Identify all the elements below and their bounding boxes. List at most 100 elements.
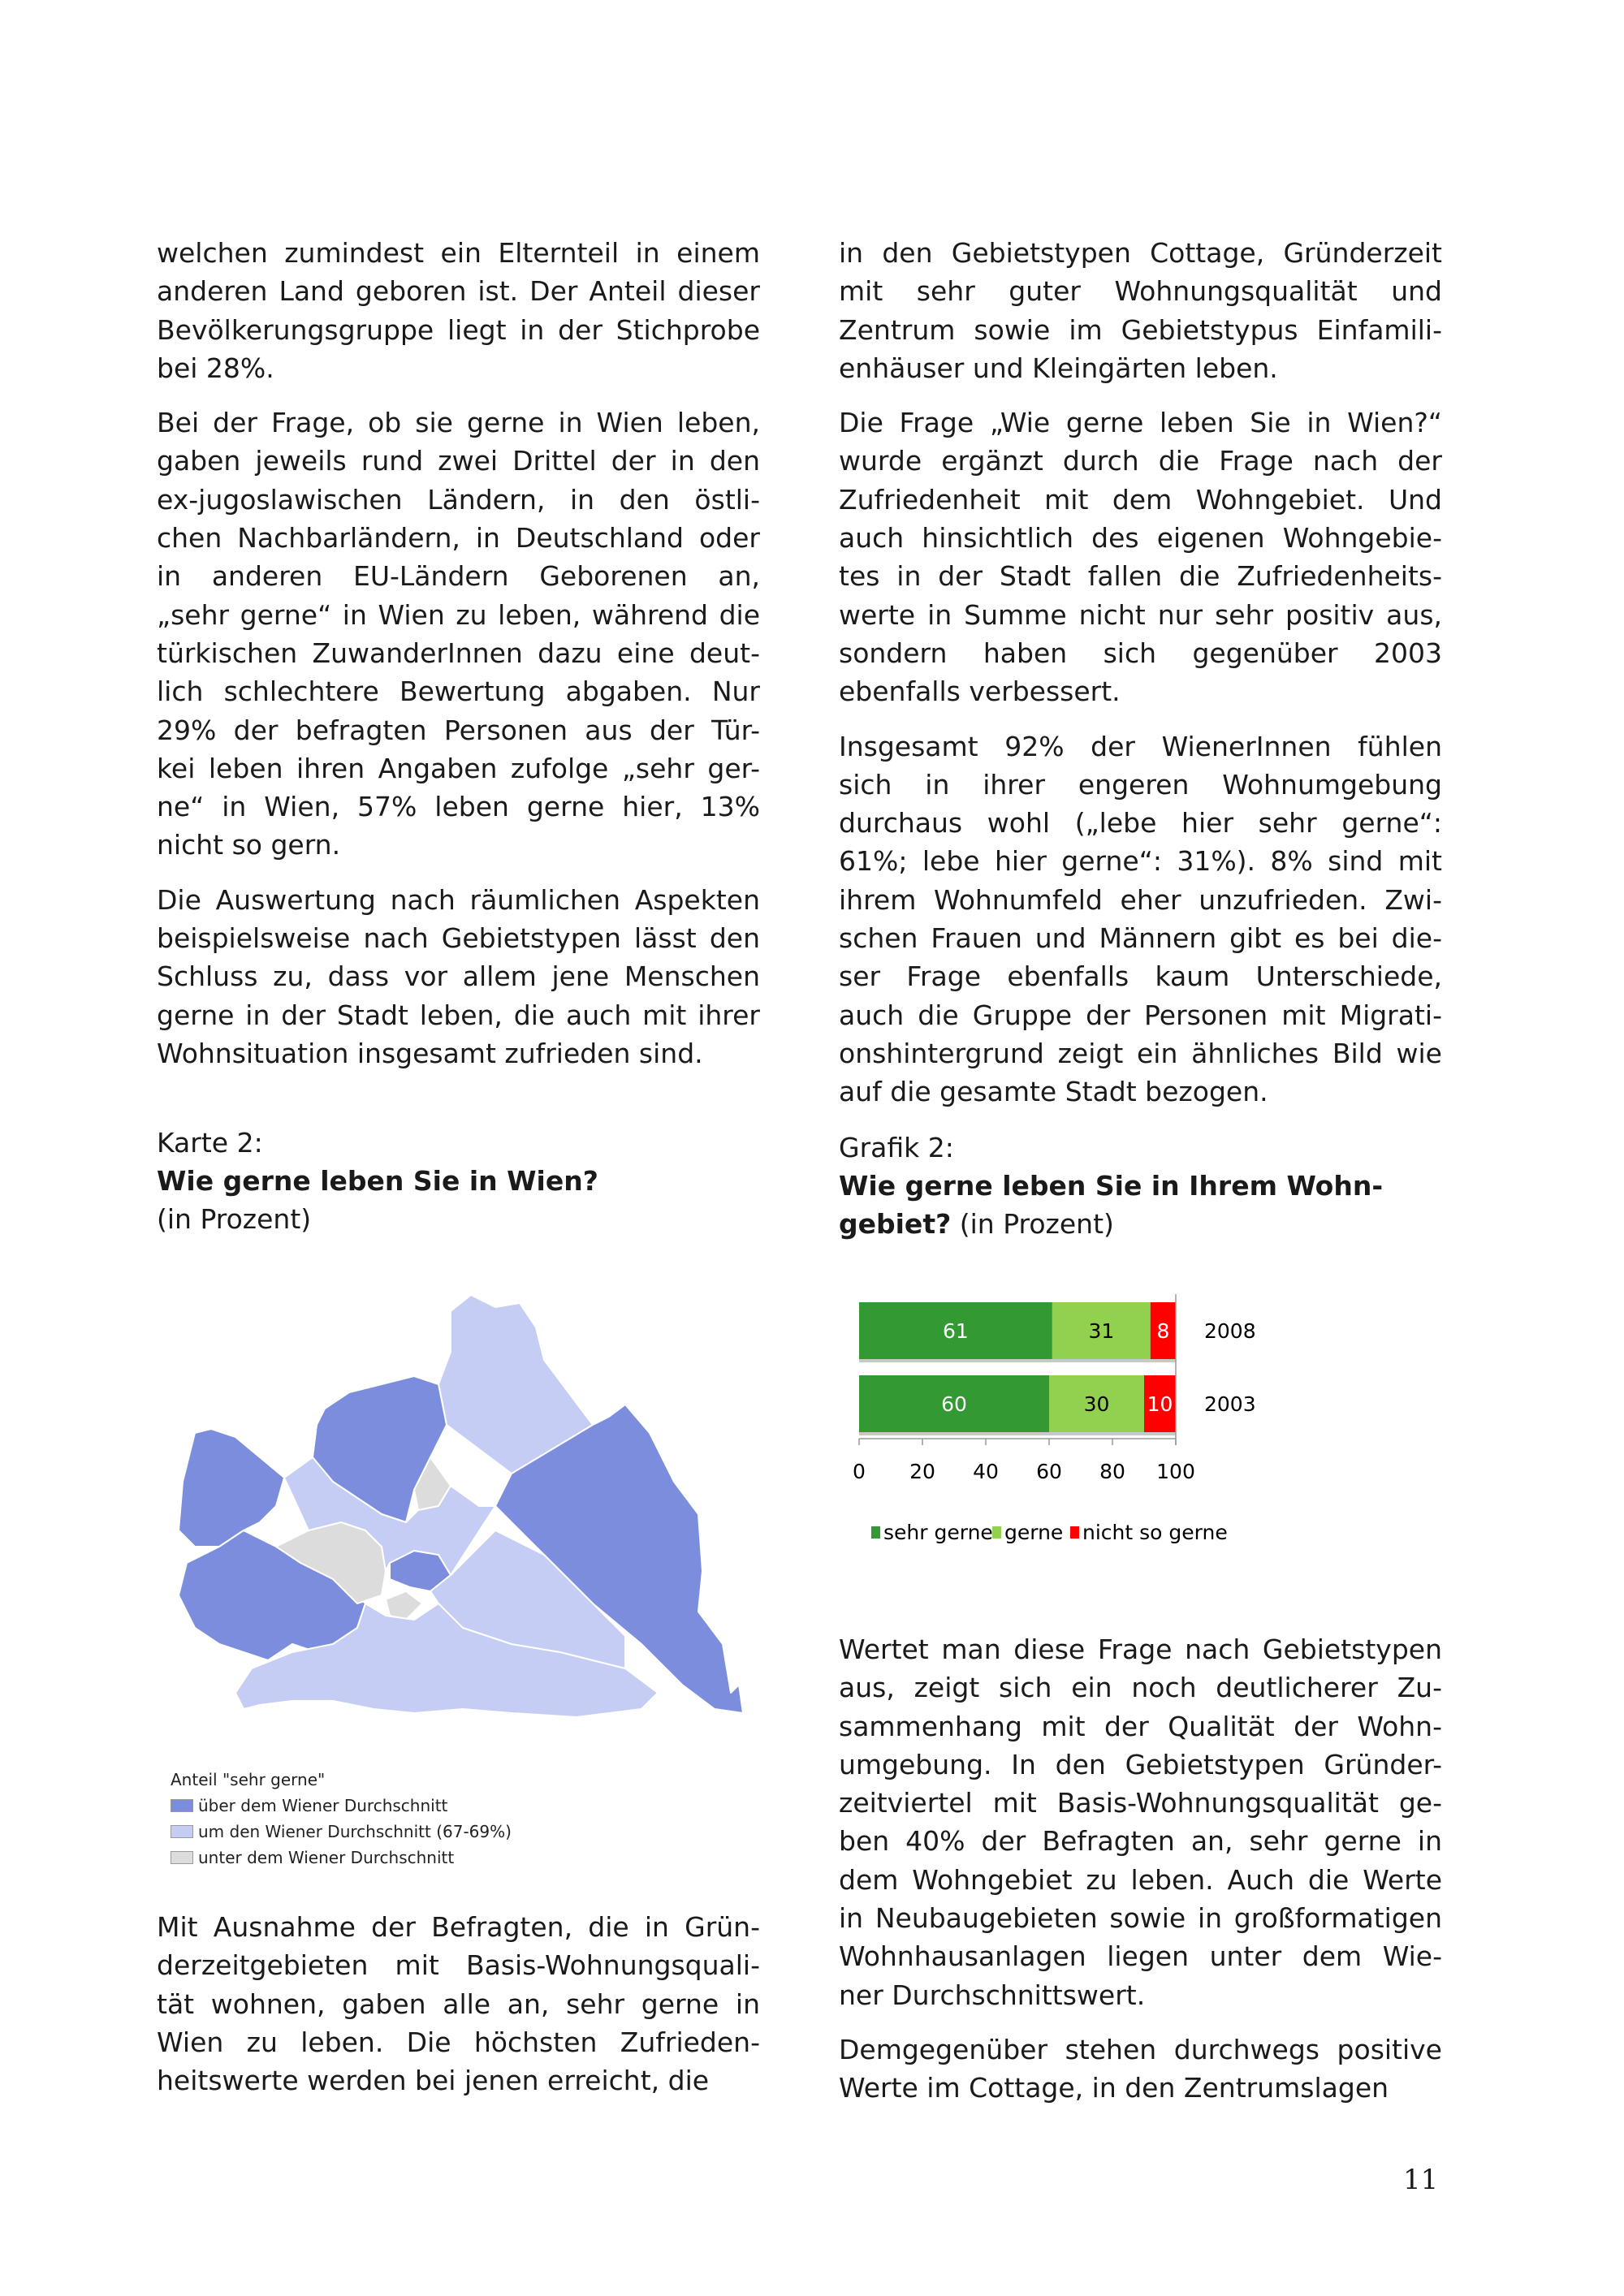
paragraph: Wertet man diese Frage nach Gebietstypen… [839,1630,1442,2014]
text-line: Bei der Frage, ob sie gerne in Wien lebe… [157,407,760,439]
text-line: sich in ihrer engeren Wohnumgebung [839,768,1442,801]
text-line: in den Gebietstypen Cottage, Gründerzeit [839,237,1442,269]
text-line: onshintergrund zeigt ein ähnliches Bild … [839,1037,1442,1069]
text-line: Bevölkerungsgruppe liegt in der Stichpro… [157,313,760,346]
bar-segment [1049,1375,1144,1432]
text-line: Wertet man diese Frage nach Gebietstypen [839,1634,1442,1665]
right-column-text-continued: Wertet man diese Frage nach Gebietstypen… [839,1630,1442,2124]
text-line: Demgegenüber stehen durchwegs positive [839,2033,1442,2065]
text-line: Wohnhausanlagen liegen unter dem Wie- [839,1940,1442,1973]
vienna-district-map [178,1294,744,1718]
category-label: 2008 [1204,1319,1256,1343]
text-line: auf die gesamte Stadt bezogen. [839,1076,1268,1108]
chart-label: Grafik 2: [839,1132,954,1163]
text-line: Insgesamt 92% der WienerInnen fühlen [839,730,1442,762]
text-line: bei 28%. [157,352,274,384]
map-legend: Anteil "sehr gerne" über dem Wiener Durc… [171,1767,512,1871]
map-title: Wie gerne leben Sie in Wien? [157,1165,598,1197]
bar-segment [859,1302,1052,1359]
data-label: 61 [943,1319,969,1343]
text-line: beispielsweise nach Gebietstypen lässt d… [157,922,760,955]
text-line: Wohnsituation insgesamt zufrieden sind. [157,1037,703,1069]
x-tick-label: 80 [1099,1460,1125,1483]
text-line: ben 40% der Befragten an, sehr gerne in [839,1825,1442,1858]
left-column-text: welchen zumindest ein Elternteil in eine… [157,234,760,1089]
map-legend-title: Anteil "sehr gerne" [171,1770,326,1789]
page-number: 11 [1403,2164,1439,2196]
text-line: heitswerte werden bei jenen erreicht, di… [157,2065,710,2097]
paragraph: Die Auswertung nach räumlichen Aspekten b… [157,881,760,1072]
data-label: 10 [1147,1392,1173,1416]
paragraph: Mit Ausnahme der Befragten, die in Grün-… [157,1908,760,2100]
legend-label: unter dem Wiener Durchschnitt [198,1848,455,1867]
text-line: Mit Ausnahme der Befragten, die in Grün- [157,1911,760,1943]
bar-segment [859,1375,1049,1432]
paragraph: Bei der Frage, ob sie gerne in Wien lebe… [157,404,760,865]
paragraph: welchen zumindest ein Elternteil in eine… [157,234,760,387]
paragraph: in den Gebietstypen Cottage, Gründerzeit… [839,234,1442,387]
legend-swatch [171,1799,193,1812]
map-label: Karte 2: [157,1127,263,1159]
x-tick-label: 40 [973,1460,999,1483]
text-line: wurde ergänzt durch die Frage nach der [839,445,1442,477]
text-line: ihrem Wohnumfeld eher unzufrieden. Zwi- [839,883,1442,916]
text-line: sondern haben sich gegenüber 2003 [839,637,1442,669]
legend-label: um den Wiener Durchschnitt (67-69%) [198,1822,512,1841]
chart-caption: Grafik 2: Wie gerne leben Sie in Ihrem W… [839,1129,1383,1243]
text-line: „sehr gerne“ in Wien zu leben, während d… [157,598,760,631]
legend-label: sehr gerne [883,1521,993,1544]
text-line: sammenhang mit der Qualität der Wohn- [839,1710,1442,1742]
text-line: 29% der befragten Personen aus der Tür- [157,714,760,746]
data-label: 8 [1156,1319,1169,1343]
text-line: ebenfalls verbessert. [839,675,1121,708]
text-line: Zentrum sowie im Gebietstypus Einfamili- [839,313,1442,346]
text-line: tät wohnen, gaben alle an, sehr gerne in [157,1987,760,2020]
data-label: 31 [1088,1319,1114,1343]
stacked-bar-chart: 61 31 8 2008 60 30 10 2003 0 20 40 60 80 100 sehr gern… [853,1294,1256,1544]
x-tick-label: 0 [853,1460,866,1483]
district-southeast [430,1530,626,1669]
text-line: gaben jeweils rund zwei Drittel der in d… [157,445,760,477]
text-line: aus, zeigt sich ein noch deutlicherer Zu… [839,1672,1442,1704]
text-line: Zufriedenheit mit dem Wohngebiet. Und [839,483,1442,516]
legend-swatch [871,1526,880,1539]
category-label: 2003 [1204,1392,1256,1416]
legend-label: über dem Wiener Durchschnitt [198,1796,448,1815]
left-column-text-continued: Mit Ausnahme der Befragten, die in Grün-… [157,1908,760,2116]
text-line: dem Wohngebiet zu leben. Auch die Werte [839,1863,1442,1896]
x-tick-label: 100 [1156,1460,1195,1483]
map-legend-item: um den Wiener Durchschnitt (67-69%) [171,1819,512,1845]
text-line: Die Auswertung nach räumlichen Aspekten [157,883,760,916]
text-line: ser Frage ebenfalls kaum Unterschiede, [839,960,1442,993]
chart-unit: (in Prozent) [959,1208,1114,1240]
bar-segment [1144,1375,1176,1432]
text-line: anderen Land geboren ist. Der Anteil die… [157,275,760,308]
text-line: derzeitgebieten mit Basis-Wohnungsquali- [157,1949,760,1982]
district-west-upper [178,1428,285,1547]
map-legend-item: über dem Wiener Durchschnitt [171,1793,512,1819]
text-line: tes in der Stadt fallen die Zufriedenhei… [839,560,1442,593]
legend-swatch [1070,1526,1079,1539]
map-unit: (in Prozent) [157,1203,312,1235]
text-line: 61%; lebe hier gerne“: 31%). 8% sind mit [839,845,1442,878]
text-line: welchen zumindest ein Elternteil in eine… [157,237,760,269]
text-line: ne“ in Wien, 57% leben gerne hier, 13% [157,791,760,823]
paragraph: Insgesamt 92% der WienerInnen fühlen sich… [839,727,1442,1111]
district-east [495,1404,744,1714]
text-line: kei leben ihren Angaben zufolge „sehr ge… [157,752,760,784]
map-legend-item: unter dem Wiener Durchschnitt [171,1845,512,1871]
text-line: schen Frauen und Männern gibt es bei die… [839,922,1442,955]
text-line: zeitviertel mit Basis-Wohnungsqualität g… [839,1787,1442,1819]
text-line: chen Nachbarländern, in Deutschland oder [157,522,760,555]
legend-swatch [992,1526,1001,1539]
text-line: Werte im Cottage, in den Zentrumslagen [839,2072,1389,2104]
text-line: auch die Gruppe der Personen mit Migrati… [839,999,1442,1031]
text-line: in anderen EU-Ländern Geborenen an, [157,560,760,593]
text-line: Die Frage „Wie gerne leben Sie in Wien?“ [839,407,1442,439]
right-column-text: in den Gebietstypen Cottage, Gründerzeit… [839,234,1442,1128]
text-line: werte in Summe nicht nur sehr positiv au… [839,598,1442,631]
map-caption: Karte 2: Wie gerne leben Sie in Wien? (i… [157,1124,598,1238]
x-tick-label: 20 [909,1460,935,1483]
text-line: Wien zu leben. Die höchsten Zufrieden- [157,2026,760,2058]
